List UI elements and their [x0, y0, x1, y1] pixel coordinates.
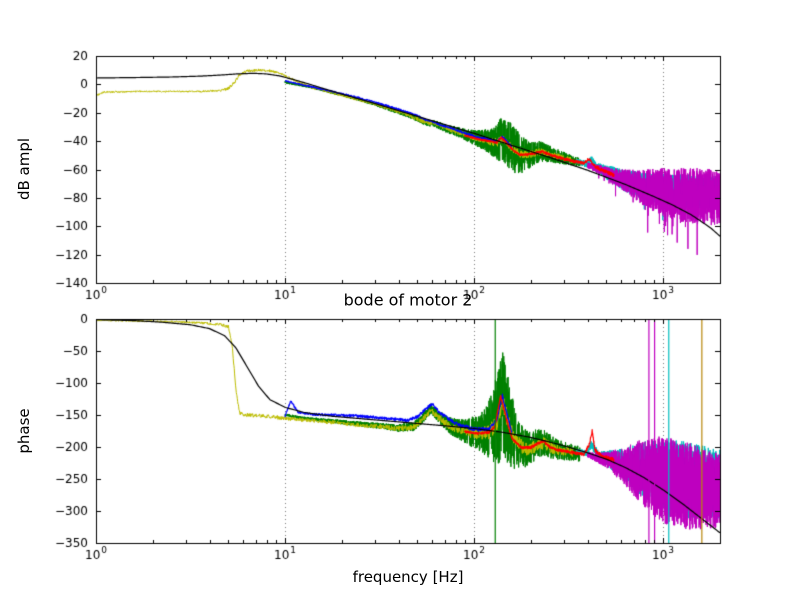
y-axis-label-magnitude: dB ampl [15, 137, 33, 201]
plot-title: bode of motor 2 [343, 290, 473, 310]
y-axis-label-phase: phase [15, 408, 33, 454]
x-axis-label: frequency [Hz] [352, 568, 464, 586]
